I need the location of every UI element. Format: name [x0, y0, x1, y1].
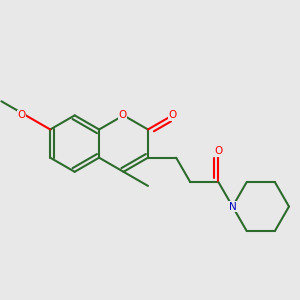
Text: O: O [17, 110, 26, 120]
Text: N: N [229, 202, 236, 212]
Text: O: O [214, 146, 223, 156]
Text: O: O [168, 110, 176, 120]
Text: O: O [118, 110, 127, 120]
